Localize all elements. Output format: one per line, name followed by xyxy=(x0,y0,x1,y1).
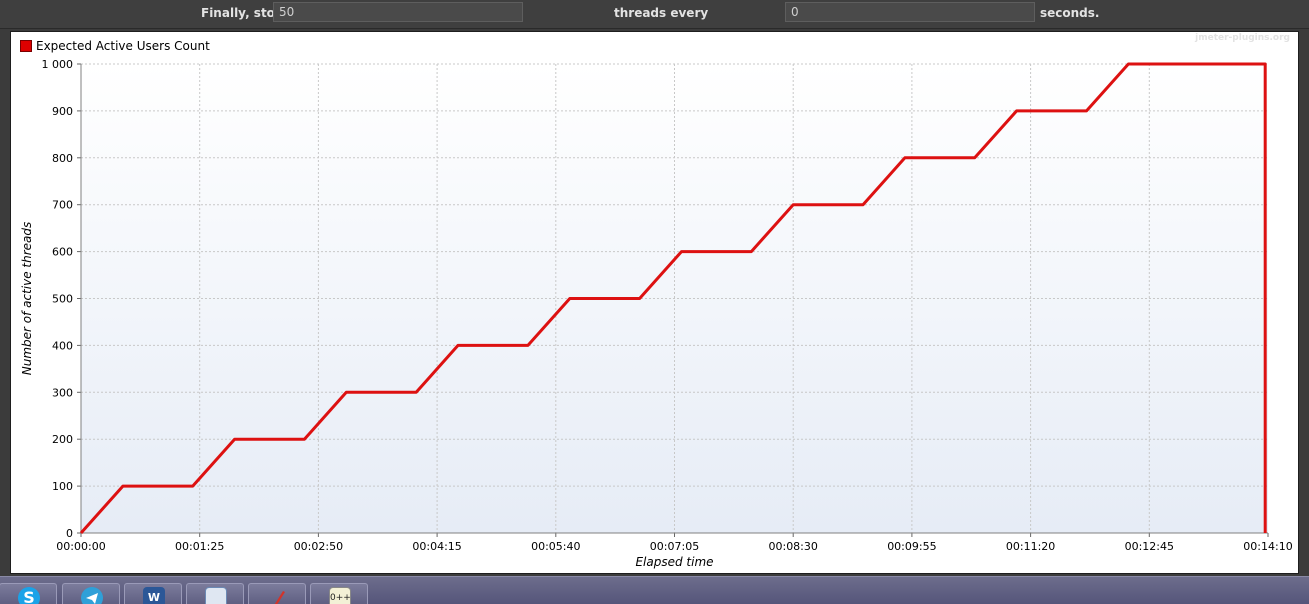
y-tick-label: 100 xyxy=(52,480,73,493)
x-tick-label: 00:00:00 xyxy=(56,540,105,553)
taskbar-mail-button[interactable] xyxy=(186,583,244,604)
x-axis-label: Elapsed time xyxy=(635,555,713,569)
y-tick-label: 0 xyxy=(66,527,73,540)
y-tick-label: 300 xyxy=(52,386,73,399)
taskbar-pen-button[interactable] xyxy=(248,583,306,604)
word-icon: W xyxy=(143,587,165,604)
telegram-icon xyxy=(81,587,103,604)
legend-swatch xyxy=(20,40,32,52)
x-tick-label: 00:11:20 xyxy=(1006,540,1055,553)
y-tick-label: 500 xyxy=(52,293,73,306)
taskbar-telegram-button[interactable] xyxy=(62,583,120,604)
axes xyxy=(77,63,1269,537)
skype-icon: S xyxy=(18,587,40,604)
threads-every-label: threads every xyxy=(614,6,709,20)
x-tick-label: 00:09:55 xyxy=(887,540,936,553)
taskbar-word-button[interactable]: W xyxy=(124,583,182,604)
finally-stop-label: Finally, stop xyxy=(201,6,284,20)
legend-entry: Expected Active Users Count xyxy=(36,39,210,53)
taskbar-skype-button[interactable]: S xyxy=(0,583,57,604)
y-tick-label: 1 000 xyxy=(42,58,74,71)
x-tick-label: 00:05:40 xyxy=(531,540,580,553)
x-tick-label: 00:02:50 xyxy=(294,540,343,553)
tick-labels: 0 100 200 300 400 500 600 700 800 900 1 000 00:00:0… xyxy=(42,58,1293,553)
active-threads-chart: 0 100 200 300 400 500 600 700 800 900 1 000 00:00:0… xyxy=(20,58,1293,569)
mail-icon xyxy=(205,587,227,604)
x-tick-label: 00:04:15 xyxy=(412,540,461,553)
y-tick-label: 400 xyxy=(52,339,73,352)
y-axis-label: Number of active threads xyxy=(20,222,34,376)
x-tick-label: 00:01:25 xyxy=(175,540,224,553)
x-tick-label: 00:07:05 xyxy=(650,540,699,553)
series xyxy=(79,62,1267,534)
series-line-expected-active-users xyxy=(79,62,1267,534)
y-tick-label: 200 xyxy=(52,433,73,446)
thread-shutdown-controls: Finally, stop threads every seconds. xyxy=(0,0,1309,29)
y-tick-label: 900 xyxy=(52,105,73,118)
stop-interval-seconds-input[interactable] xyxy=(785,2,1035,22)
y-tick-label: 600 xyxy=(52,246,73,259)
x-tick-label: 00:12:45 xyxy=(1125,540,1174,553)
y-tick-label: 800 xyxy=(52,152,73,165)
legend: Expected Active Users Count xyxy=(20,39,210,53)
taskbar-notepad-button[interactable]: 0++ xyxy=(310,583,368,604)
chart-panel: 0 100 200 300 400 500 600 700 800 900 1 000 00:00:0… xyxy=(10,31,1299,574)
x-tick-label: 00:14:10 xyxy=(1243,540,1292,553)
watermark: jmeter-plugins.org xyxy=(1195,33,1290,43)
grid xyxy=(81,63,1268,533)
notepad-plus-icon: 0++ xyxy=(329,587,351,604)
taskbar: S W 0++ xyxy=(0,576,1309,604)
stop-threads-count-input[interactable] xyxy=(273,2,523,22)
pen-icon xyxy=(267,587,289,604)
seconds-label: seconds. xyxy=(1040,6,1100,20)
y-tick-label: 700 xyxy=(52,199,73,212)
x-tick-label: 00:08:30 xyxy=(768,540,817,553)
